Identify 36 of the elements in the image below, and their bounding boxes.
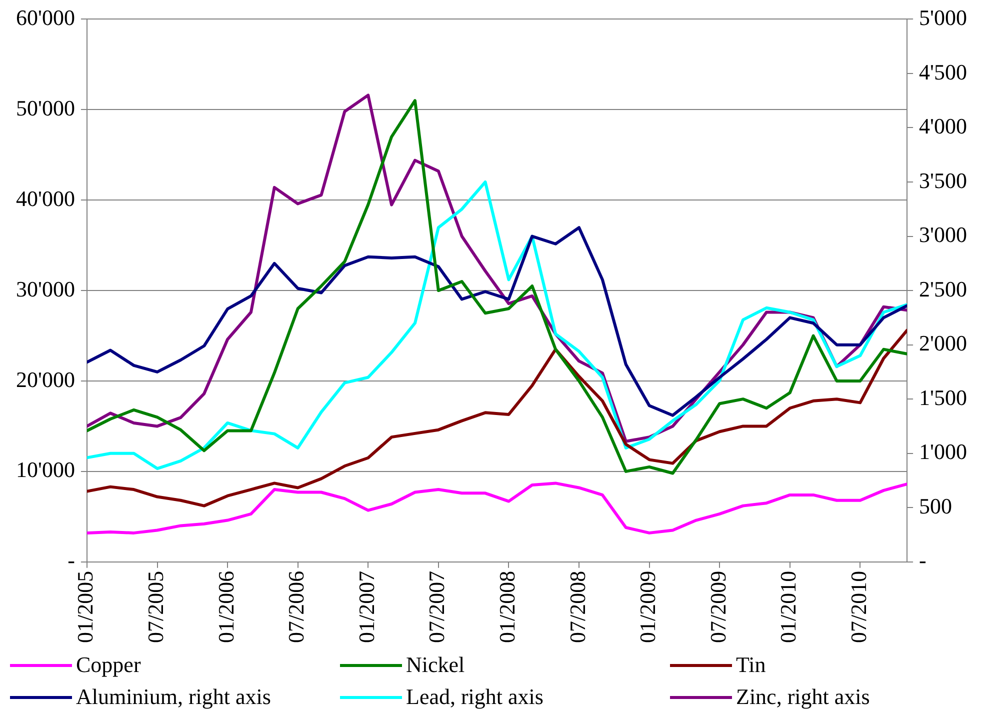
y-tick-label: 10'000 (16, 457, 75, 482)
x-tick-label: 01/2006 (213, 570, 238, 644)
legend-label: Zinc, right axis (736, 684, 870, 710)
x-tick-label: 07/2006 (284, 570, 309, 644)
y2-tick-label: 5'000 (919, 4, 968, 30)
y2-tick-label: 2'500 (919, 276, 968, 302)
x-tick-label: 01/2009 (635, 570, 660, 644)
y2-tick-label: 1'000 (919, 439, 968, 464)
y-tick-label: 60'000 (16, 4, 75, 30)
y-tick-label: 30'000 (16, 276, 75, 302)
x-tick-label: 01/2008 (494, 570, 520, 644)
y2-tick-label: 3'000 (919, 222, 968, 248)
y2-tick-label: 4'500 (919, 59, 968, 84)
legend-label: Copper (76, 652, 141, 678)
y2-tick-label: 500 (919, 493, 952, 518)
y2-tick-label: 2'000 (919, 330, 968, 356)
x-tick-label: 07/2005 (143, 570, 168, 644)
x-tick-label: 01/2010 (776, 570, 801, 644)
legend-label: Tin (736, 652, 766, 678)
x-tick-label: 07/2008 (564, 570, 590, 644)
legend-label: Aluminium, right axis (76, 684, 271, 710)
y2-tick-label: 4'000 (919, 114, 968, 139)
x-tick-label: 07/2010 (846, 570, 871, 644)
x-tick-label: 07/2007 (424, 570, 450, 644)
legend-label: Nickel (406, 652, 465, 678)
y-tick-label: 20'000 (16, 366, 75, 392)
y2-tick-label: - (919, 548, 926, 573)
y-tick-label: - (68, 548, 75, 573)
y2-tick-label: 1'500 (919, 384, 968, 410)
legend-label: Lead, right axis (406, 684, 544, 710)
x-tick-label: 01/2005 (72, 570, 98, 644)
x-tick-label: 07/2009 (705, 570, 730, 644)
y-tick-label: 50'000 (16, 95, 75, 120)
y-tick-label: 40'000 (16, 186, 75, 211)
y2-tick-label: 3'500 (919, 168, 968, 193)
x-tick-label: 01/2007 (354, 570, 379, 644)
